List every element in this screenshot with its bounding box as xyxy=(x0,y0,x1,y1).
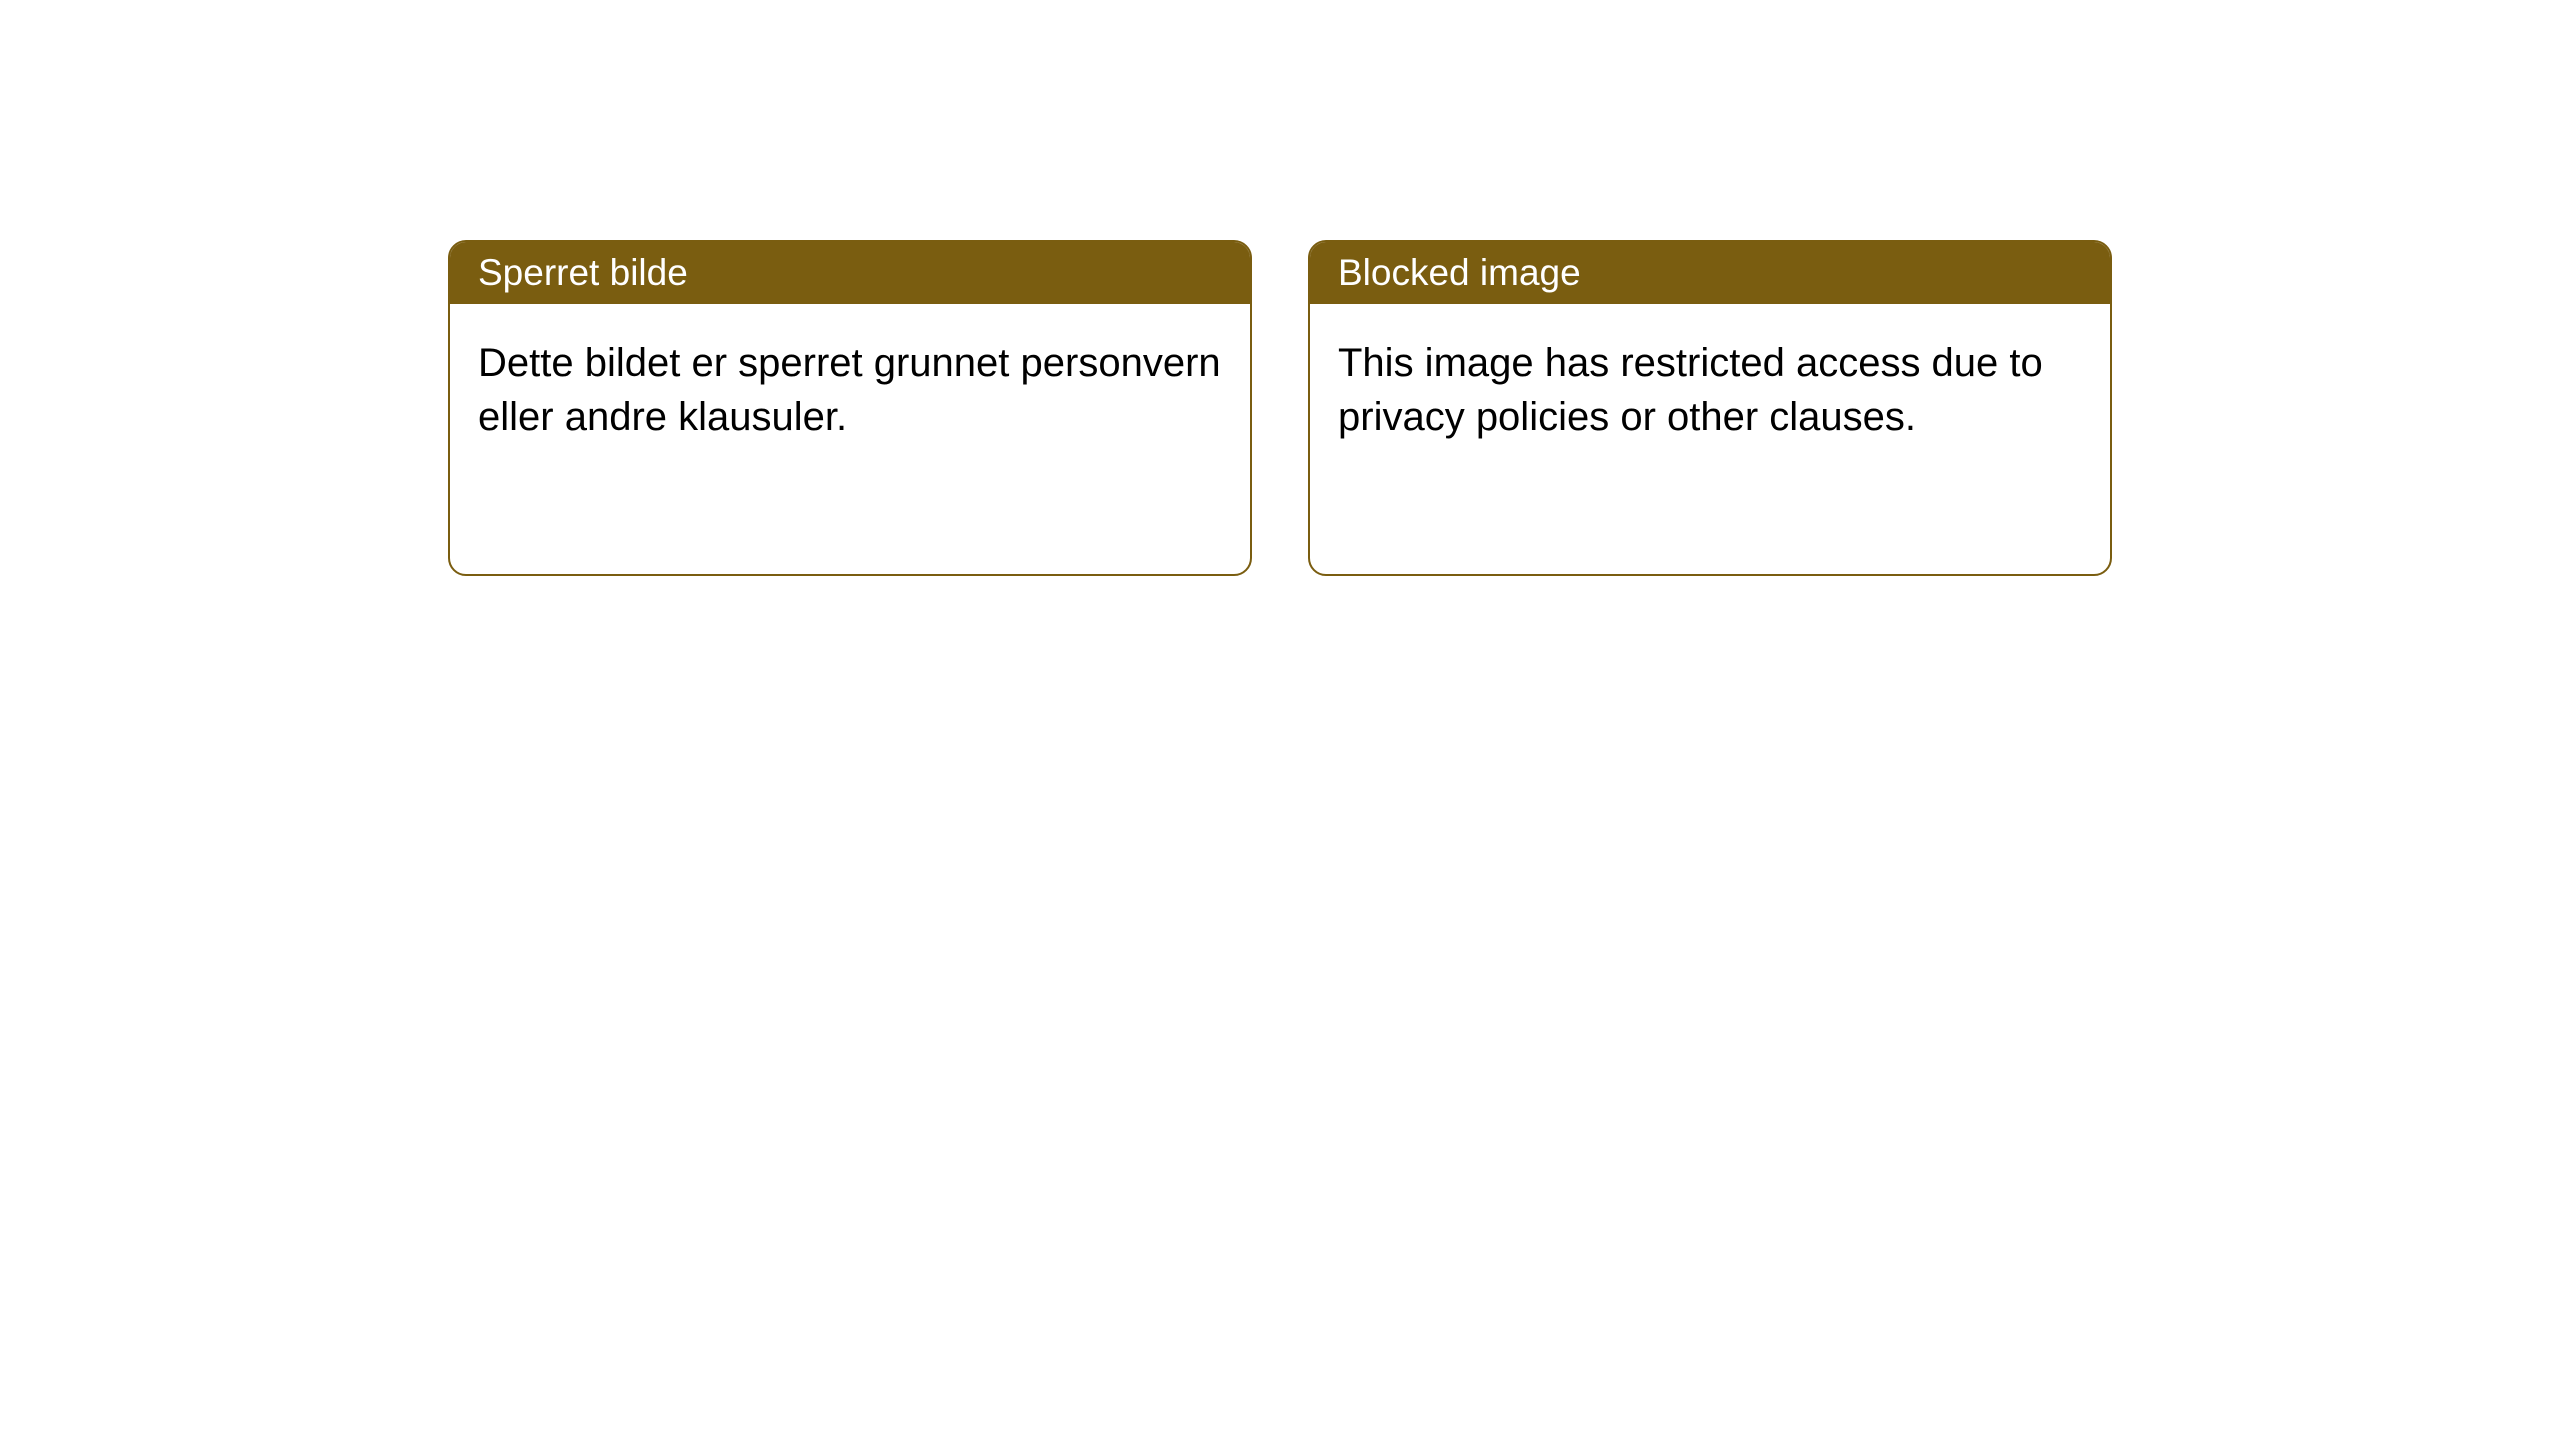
card-body-norwegian: Dette bildet er sperret grunnet personve… xyxy=(450,304,1250,574)
card-title: Blocked image xyxy=(1338,252,1581,293)
notice-card-norwegian: Sperret bilde Dette bildet er sperret gr… xyxy=(448,240,1252,576)
card-message: This image has restricted access due to … xyxy=(1338,341,2043,439)
notice-container: Sperret bilde Dette bildet er sperret gr… xyxy=(448,240,2112,576)
card-title: Sperret bilde xyxy=(478,252,688,293)
card-header-norwegian: Sperret bilde xyxy=(450,242,1250,304)
notice-card-english: Blocked image This image has restricted … xyxy=(1308,240,2112,576)
card-message: Dette bildet er sperret grunnet personve… xyxy=(478,341,1221,439)
card-header-english: Blocked image xyxy=(1310,242,2110,304)
card-body-english: This image has restricted access due to … xyxy=(1310,304,2110,574)
